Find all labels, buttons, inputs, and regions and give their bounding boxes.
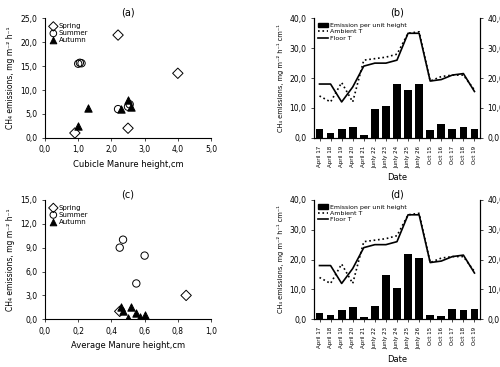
Bar bbox=[470, 309, 478, 319]
Autumn bbox=[118, 304, 126, 310]
Bar bbox=[382, 106, 390, 138]
Legend: Spring, Summer, Autumn: Spring, Summer, Autumn bbox=[48, 203, 90, 226]
Bar bbox=[426, 130, 434, 138]
Legend: Spring, Summer, Autumn: Spring, Summer, Autumn bbox=[48, 22, 90, 45]
Spring bbox=[71, 130, 79, 136]
Bar bbox=[371, 109, 378, 138]
Summer bbox=[140, 252, 148, 258]
Bar bbox=[326, 315, 334, 319]
Bar bbox=[316, 313, 324, 319]
Bar bbox=[438, 316, 445, 319]
Autumn bbox=[118, 106, 126, 112]
Summer bbox=[114, 106, 122, 112]
Summer bbox=[132, 280, 140, 286]
Autumn bbox=[140, 312, 148, 318]
Title: (c): (c) bbox=[122, 189, 134, 199]
Summer bbox=[76, 60, 84, 66]
Autumn bbox=[136, 314, 143, 320]
Bar bbox=[393, 288, 401, 319]
Summer bbox=[119, 237, 127, 243]
Spring bbox=[182, 292, 190, 298]
Bar bbox=[426, 315, 434, 319]
Autumn bbox=[124, 315, 132, 321]
Bar bbox=[349, 307, 356, 319]
Bar bbox=[393, 84, 401, 138]
Bar bbox=[438, 124, 445, 138]
Bar bbox=[470, 129, 478, 138]
Title: (b): (b) bbox=[390, 8, 404, 18]
X-axis label: Date: Date bbox=[387, 173, 407, 182]
Title: (a): (a) bbox=[121, 8, 135, 18]
Summer bbox=[126, 101, 134, 107]
Legend: Emission per unit height, Ambient T, Floor T: Emission per unit height, Ambient T, Flo… bbox=[317, 22, 408, 42]
Autumn bbox=[74, 123, 82, 129]
Summer bbox=[116, 245, 124, 251]
Bar bbox=[338, 310, 345, 319]
Bar bbox=[349, 127, 356, 138]
Bar bbox=[460, 310, 468, 319]
Autumn bbox=[119, 308, 127, 314]
Bar bbox=[316, 129, 324, 138]
Spring bbox=[174, 70, 182, 76]
X-axis label: Cubicle Manure height,cm: Cubicle Manure height,cm bbox=[72, 160, 184, 169]
Bar bbox=[415, 258, 423, 319]
Bar bbox=[415, 84, 423, 138]
Autumn bbox=[132, 310, 140, 316]
Bar bbox=[326, 133, 334, 138]
Bar bbox=[448, 309, 456, 319]
Spring bbox=[114, 32, 122, 38]
Summer bbox=[124, 104, 132, 110]
Autumn bbox=[124, 97, 132, 102]
Bar bbox=[360, 317, 368, 319]
Summer bbox=[78, 60, 86, 66]
Autumn bbox=[84, 105, 92, 110]
Y-axis label: CH₄ emissions, mg m⁻² h⁻¹: CH₄ emissions, mg m⁻² h⁻¹ bbox=[6, 27, 15, 129]
Bar bbox=[382, 275, 390, 319]
Bar bbox=[448, 129, 456, 138]
X-axis label: Average Manure height,cm: Average Manure height,cm bbox=[71, 341, 185, 350]
Legend: Emission per unit height, Ambient T, Floor T: Emission per unit height, Ambient T, Flo… bbox=[317, 203, 408, 224]
Autumn bbox=[128, 104, 136, 110]
X-axis label: Date: Date bbox=[387, 355, 407, 364]
Bar bbox=[404, 254, 412, 319]
Spring bbox=[116, 308, 124, 314]
Bar bbox=[338, 129, 345, 138]
Y-axis label: CH₄ emissions, mg m⁻² h⁻¹ cm⁻¹: CH₄ emissions, mg m⁻² h⁻¹ cm⁻¹ bbox=[277, 24, 284, 132]
Bar bbox=[404, 90, 412, 138]
Bar bbox=[371, 306, 378, 319]
Autumn bbox=[128, 304, 136, 310]
Bar bbox=[360, 135, 368, 138]
Summer bbox=[74, 61, 82, 67]
Y-axis label: CH₄ emissions, mg m⁻² h⁻¹: CH₄ emissions, mg m⁻² h⁻¹ bbox=[6, 208, 15, 311]
Bar bbox=[460, 127, 468, 138]
Spring bbox=[124, 125, 132, 131]
Y-axis label: CH₄ emissions, mg m⁻² h⁻¹ cm⁻¹: CH₄ emissions, mg m⁻² h⁻¹ cm⁻¹ bbox=[277, 206, 284, 313]
Title: (d): (d) bbox=[390, 189, 404, 199]
